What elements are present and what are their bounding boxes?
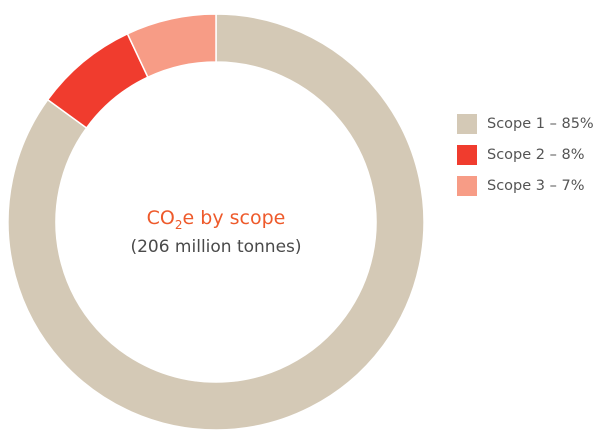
legend-swatch <box>457 144 477 165</box>
legend-label: Scope 2 – 8% <box>487 146 585 163</box>
legend-swatch <box>457 175 477 196</box>
legend-item-scope-2: Scope 2 – 8% <box>457 143 602 166</box>
legend-item-scope-1: Scope 1 – 85% <box>457 112 602 135</box>
chart-subtitle: (206 million tonnes) <box>130 237 301 257</box>
donut-slices <box>7 13 425 430</box>
donut-slice-3 <box>126 13 217 79</box>
legend-label: Scope 3 – 7% <box>487 177 585 194</box>
legend-label: Scope 1 – 85% <box>487 115 594 132</box>
donut-slice-1 <box>7 13 425 430</box>
legend-item-scope-3: Scope 3 – 7% <box>457 174 602 197</box>
legend-swatch <box>457 113 477 134</box>
chart-title: CO2e by scope <box>147 207 286 232</box>
legend: Scope 1 – 85% Scope 2 – 8% Scope 3 – 7% <box>457 112 602 205</box>
